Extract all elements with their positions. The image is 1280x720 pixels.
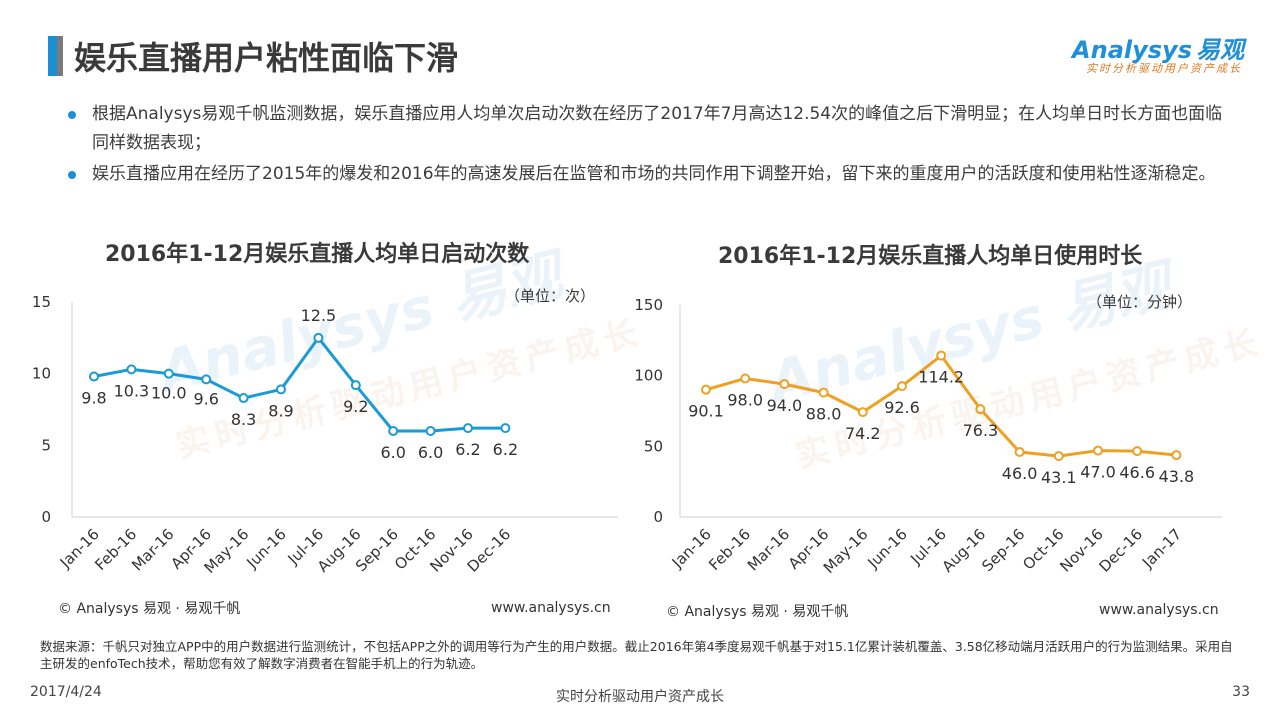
data-point [975, 404, 986, 415]
logo-brand-en: Analysys [1072, 36, 1192, 64]
chart-copyright-left: © Analysys 易观 · 易观千帆 [58, 601, 241, 617]
title-accent-bar [48, 36, 57, 76]
y-tick-label: 100 [634, 367, 663, 385]
bullet-text: 娱乐直播应用在经历了2015年的爆发和2016年的高速发展后在监管和市场的共同作… [92, 164, 1216, 184]
chart-website-left: www.analysys.cn [491, 600, 611, 616]
data-label: 76.3 [963, 421, 999, 440]
bullet-dot-icon [68, 111, 76, 119]
x-tick-label: Jun-16 [242, 525, 289, 572]
data-label: 90.1 [688, 402, 724, 421]
chart-unit-left: （单位：次） [505, 287, 596, 305]
data-point [89, 371, 99, 382]
y-tick-label: 5 [41, 436, 51, 454]
y-tick-label: 50 [644, 437, 663, 455]
data-label: 6.0 [380, 443, 405, 462]
data-point [897, 381, 907, 392]
data-point [1053, 451, 1064, 462]
data-label: 10.3 [114, 381, 150, 400]
logo-brand-cn: 易观 [1196, 36, 1244, 64]
data-point [201, 374, 212, 385]
x-tick-label: Sep-16 [352, 525, 402, 575]
logo-slogan: 实时分析驱动用户资产成长 [1086, 62, 1242, 75]
data-label: 43.1 [1041, 468, 1077, 487]
x-tick-label: Dec-16 [1095, 525, 1146, 576]
data-label: 9.2 [343, 397, 368, 416]
data-point [1171, 450, 1182, 461]
data-point [388, 426, 399, 436]
data-label: 6.2 [455, 440, 480, 459]
data-point [779, 379, 790, 390]
footer-slogan: 实时分析驱动用户资产成长 [556, 689, 724, 705]
data-label: 6.2 [493, 440, 518, 459]
data-label: 12.5 [301, 306, 337, 325]
data-label: 94.0 [767, 396, 803, 415]
data-point [350, 380, 361, 391]
data-point [276, 384, 286, 395]
data-label: 98.0 [727, 390, 763, 409]
y-tick-label: 0 [41, 508, 51, 526]
bullet-item: 娱乐直播应用在经历了2015年的爆发和2016年的高速发展后在监管和市场的共同作… [64, 160, 1224, 189]
data-label: 6.0 [418, 443, 443, 462]
data-label: 92.6 [884, 398, 920, 417]
analysys-logo: Analysys 易观 实时分析驱动用户资产成长 [1072, 30, 1244, 76]
data-point [500, 423, 511, 434]
page-number: 33 [1232, 684, 1250, 700]
data-point [313, 332, 324, 343]
bullet-item: 根据Analysys易观千帆监测数据，娱乐直播应用人均单次启动次数在经历了201… [64, 100, 1224, 158]
data-point [936, 350, 947, 361]
data-point [1093, 445, 1103, 456]
data-label: 46.6 [1119, 463, 1155, 482]
x-tick-label: Feb-16 [705, 525, 754, 574]
data-point [463, 423, 473, 434]
data-point [740, 373, 751, 384]
data-point [701, 384, 711, 395]
x-tick-label: Mar-16 [744, 525, 793, 574]
y-tick-label: 15 [32, 293, 51, 311]
chart-title-left: 2016年1-12月娱乐直播人均单日启动次数 [105, 242, 530, 267]
data-point [238, 393, 249, 404]
footer-date: 2017/4/24 [30, 684, 102, 700]
summary-bullets: 根据Analysys易观千帆监测数据，娱乐直播应用人均单次启动次数在经历了201… [64, 100, 1224, 191]
data-label: 10.0 [151, 384, 187, 403]
x-tick-label: Sep-16 [978, 525, 1028, 575]
data-label: 74.2 [845, 424, 881, 443]
series-line-left [93, 336, 506, 433]
data-point [818, 387, 829, 398]
data-label: 8.3 [231, 410, 256, 429]
data-label: 47.0 [1080, 463, 1116, 482]
data-point [1014, 446, 1025, 457]
data-point [425, 426, 436, 436]
chart-title-right: 2016年1-12月娱乐直播人均单日使用时长 [718, 244, 1143, 269]
data-point [126, 364, 137, 375]
chart-website-right: www.analysys.cn [1099, 602, 1219, 618]
x-tick-label: Aug-16 [938, 525, 989, 576]
data-label: 46.0 [1002, 464, 1038, 483]
title-accent-shadow [57, 36, 63, 76]
data-label: 9.6 [193, 389, 218, 408]
chart-unit-right: （单位：分钟） [1087, 293, 1193, 311]
x-tick-label: Jun-16 [863, 525, 910, 572]
page-title: 娱乐直播用户粘性面临下滑 [74, 39, 459, 77]
data-point [1132, 446, 1143, 457]
data-label: 114.2 [918, 368, 964, 387]
data-label: 43.8 [1159, 467, 1195, 486]
x-tick-label: Mar-16 [128, 525, 177, 574]
x-tick-label: May-16 [820, 525, 872, 577]
y-tick-label: 150 [634, 296, 663, 314]
y-tick-label: 0 [653, 508, 663, 526]
data-source-note: 数据来源：千帆只对独立APP中的用户数据进行监测统计，不包括APP之外的调用等行… [40, 639, 1233, 671]
data-label: 8.9 [268, 401, 293, 420]
logo-brand: Analysys 易观 [1072, 30, 1244, 65]
data-label: 9.8 [81, 389, 106, 408]
chart-copyright-right: © Analysys 易观 · 易观千帆 [666, 604, 849, 620]
bullet-dot-icon [68, 171, 76, 179]
x-tick-label: Jan-17 [1138, 525, 1185, 572]
bullet-text: 根据Analysys易观千帆监测数据，娱乐直播应用人均单次启动次数在经历了201… [92, 104, 1223, 153]
data-label: 88.0 [806, 405, 842, 424]
y-tick-label: 10 [32, 365, 51, 383]
data-point [857, 407, 868, 418]
data-point [163, 368, 174, 379]
